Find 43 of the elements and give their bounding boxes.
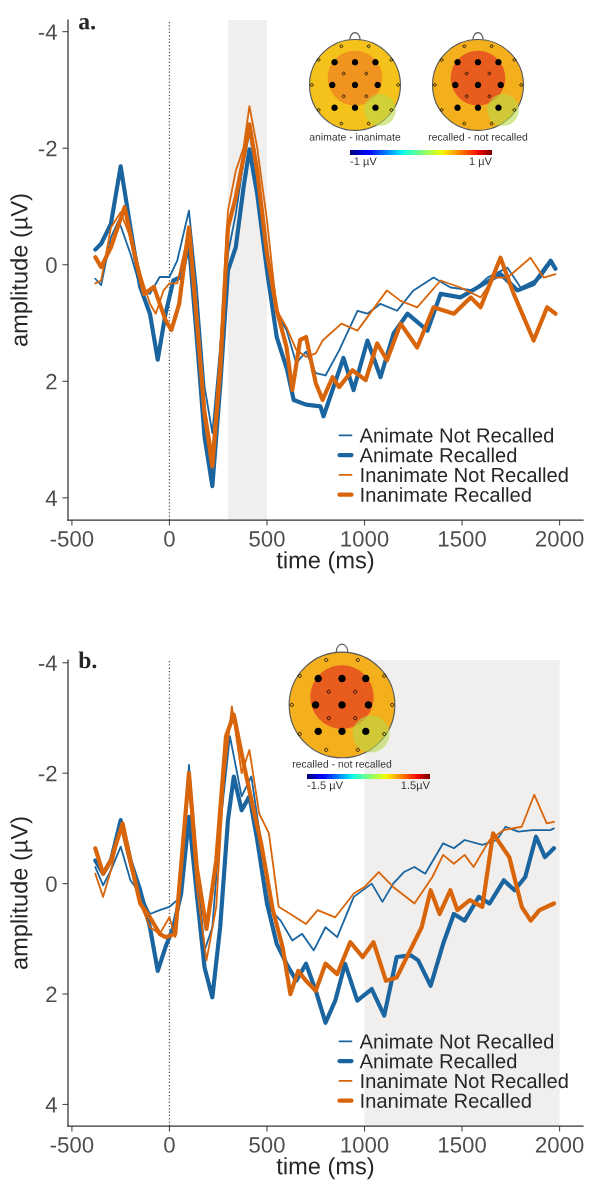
annotation: -1 µV (350, 157, 377, 168)
legend-label: Inanimate Not Recalled (361, 467, 568, 483)
legend-label: Inanimate Not Recalled (361, 1073, 568, 1089)
y-axis-title: amplitude (µV) (10, 817, 33, 969)
chart-title: b. (78, 651, 97, 669)
legend-label: Animate Not Recalled (359, 1033, 554, 1049)
x-axis-title: time (ms) (276, 1157, 374, 1180)
y-tick-label: -2 (38, 140, 57, 157)
x-tick-label: 1500 (439, 531, 486, 547)
y-tick-label: -4 (38, 655, 57, 671)
x-tick-label: -500 (50, 1137, 94, 1153)
x-tick-label: 500 (249, 1137, 285, 1153)
x-tick-label: 1000 (341, 1137, 389, 1153)
legend-label: Animate Recalled (359, 1053, 517, 1069)
x-axis-title: time (ms) (276, 551, 374, 574)
legend-label: Inanimate Recalled (361, 1093, 531, 1108)
annotation: animate - inanimate (309, 133, 401, 141)
x-tick-label: 2000 (535, 1137, 584, 1153)
y-tick-label: 2 (46, 986, 57, 1003)
y-tick-label: 2 (46, 373, 57, 390)
y-tick-label: 0 (46, 876, 57, 892)
x-tick-label: 500 (249, 531, 285, 547)
y-tick-label: 0 (46, 257, 57, 274)
annotation: recalled - not recalled (292, 760, 392, 768)
x-tick-label: 0 (164, 1137, 175, 1153)
annotation: 1.5µV (401, 781, 430, 792)
x-tick-label: 0 (164, 531, 175, 547)
annotation: 1 µV (469, 157, 492, 168)
legend-label: Animate Recalled (359, 447, 517, 463)
x-tick-label: 1000 (341, 531, 389, 547)
y-tick-label: -2 (38, 765, 57, 782)
annotation: recalled - not recalled (428, 133, 528, 141)
x-tick-label: -500 (50, 531, 94, 547)
legend-label: Inanimate Recalled (361, 487, 531, 502)
x-tick-label: 2000 (535, 531, 584, 547)
x-tick-label: 1500 (439, 1137, 486, 1153)
legend-label: Animate Not Recalled (359, 427, 554, 443)
y-axis-title: amplitude (µV) (10, 194, 33, 346)
y-tick-label: 4 (45, 1097, 57, 1113)
y-tick-label: 4 (45, 490, 57, 506)
annotation: -1.5 µV (307, 781, 343, 792)
chart-title: a. (79, 18, 95, 30)
y-tick-label: -4 (38, 24, 57, 40)
